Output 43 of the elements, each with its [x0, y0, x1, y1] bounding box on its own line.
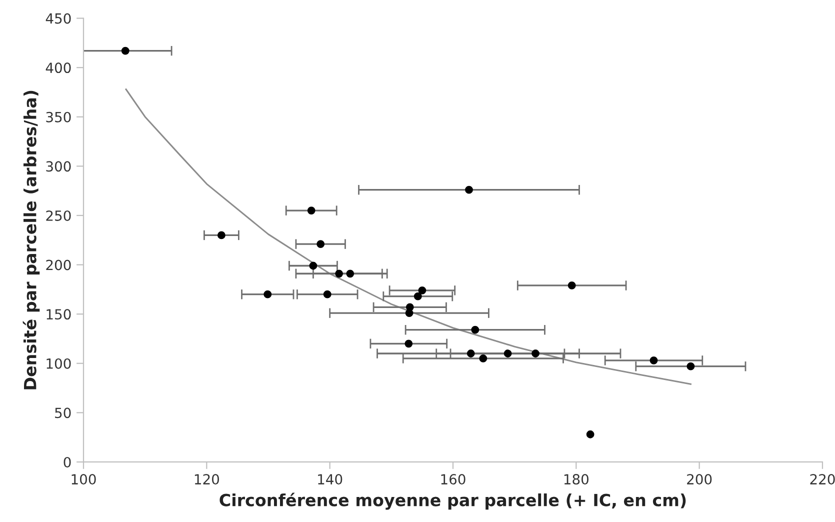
point [479, 354, 488, 362]
point [307, 206, 316, 214]
y-tick-label: 250 [46, 210, 71, 221]
y-tick-label: 100 [46, 358, 71, 369]
point [568, 282, 576, 290]
x-tick-label: 140 [318, 474, 342, 485]
point [316, 240, 325, 248]
point [418, 286, 426, 294]
y-tick-label: 450 [46, 13, 71, 24]
point [586, 430, 594, 438]
point [532, 350, 540, 358]
point [686, 362, 695, 370]
point [335, 270, 344, 278]
point [471, 326, 480, 334]
y-tick-label: 300 [46, 161, 71, 172]
y-tick-label: 200 [46, 260, 71, 270]
y-axis-title: Densité par parcelle (arbres/ha) [22, 90, 40, 390]
point [121, 46, 130, 55]
y-tick-label: 0 [64, 456, 71, 468]
y-tick-label: 150 [46, 309, 71, 320]
y-tick-label: 50 [55, 408, 71, 418]
point [504, 350, 512, 358]
point [465, 186, 473, 194]
x-tick-label: 160 [441, 474, 466, 485]
point [414, 292, 422, 300]
y-tick-label: 400 [46, 62, 71, 74]
y-tick-label: 350 [46, 112, 71, 122]
x-tick-label: 100 [72, 474, 96, 485]
point [323, 290, 332, 298]
point [405, 309, 414, 318]
point [264, 290, 272, 298]
x-tick-label: 120 [194, 474, 219, 485]
x-tick-label: 220 [810, 474, 835, 485]
x-axis-title: Circonférence moyenne par parcelle (+ IC, en cm) [220, 492, 686, 510]
x-tick-label: 180 [564, 474, 588, 485]
point [404, 340, 413, 348]
line-series [125, 88, 692, 385]
point [650, 356, 658, 364]
x-tick-label: 200 [687, 474, 712, 485]
point [217, 231, 226, 240]
point [466, 350, 475, 358]
point [309, 262, 318, 270]
point [346, 270, 354, 278]
